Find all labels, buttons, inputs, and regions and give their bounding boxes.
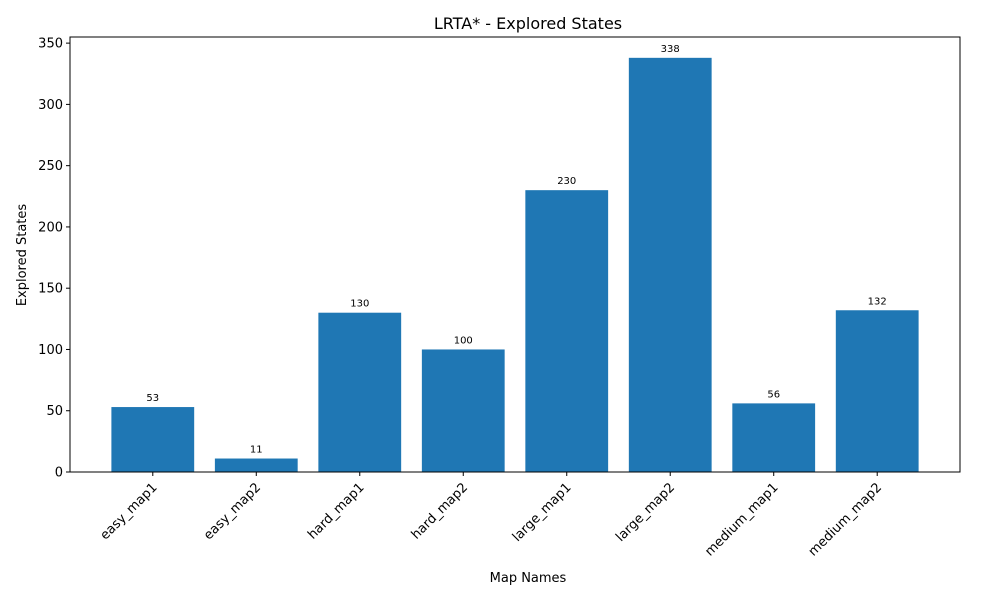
- bar-value-label: 56: [767, 389, 780, 400]
- chart-title: LRTA* - Explored States: [434, 14, 622, 33]
- bar-labels-layer: 53 11 130 100 230 338 56 132: [146, 44, 886, 456]
- bar-medium_map1: [732, 403, 816, 472]
- x-tick-label: medium_map1: [702, 480, 781, 559]
- x-tick-label: hard_map2: [409, 480, 471, 542]
- bar-large_map2: [628, 57, 712, 472]
- x-tick-label: medium_map2: [806, 480, 885, 559]
- plot-frame: [69, 36, 961, 473]
- y-tick-label: 50: [46, 404, 63, 419]
- x-tick-label: large_map2: [613, 480, 678, 545]
- bar-easy_map1: [111, 407, 195, 472]
- y-tick-label: 300: [38, 98, 63, 113]
- y-axis-label: Explored States: [15, 204, 30, 307]
- y-tick-label: 0: [55, 466, 63, 481]
- x-axis-label: Map Names: [490, 571, 567, 586]
- y-axis: 0 50 100 150 200 250 300 350: [38, 37, 70, 481]
- bar-hard_map2: [421, 349, 505, 472]
- bar-value-label: 130: [350, 299, 369, 310]
- bars-layer: [111, 57, 919, 473]
- bar-medium_map2: [835, 310, 919, 472]
- bar-value-label: 338: [661, 44, 680, 55]
- bar-value-label: 100: [454, 335, 473, 346]
- x-tick-label: easy_map1: [98, 480, 161, 543]
- x-tick-label: hard_map1: [305, 480, 367, 542]
- y-tick-label: 100: [38, 343, 63, 358]
- x-axis: easy_map1 easy_map2 hard_map1 hard_map2 larg…: [98, 472, 885, 559]
- bar-value-label: 53: [146, 393, 159, 404]
- bar-easy_map2: [214, 458, 298, 472]
- bar-value-label: 11: [250, 445, 263, 456]
- x-tick-label: easy_map2: [201, 480, 264, 543]
- y-tick-label: 250: [38, 159, 63, 174]
- y-tick-label: 200: [38, 220, 63, 235]
- bar-large_map1: [525, 190, 609, 473]
- y-tick-label: 350: [38, 37, 63, 52]
- bar-value-label: 132: [868, 296, 887, 307]
- bar-value-label: 230: [557, 176, 576, 187]
- y-tick-label: 150: [38, 282, 63, 297]
- x-tick-label: large_map1: [510, 480, 575, 545]
- bar-hard_map1: [318, 312, 402, 472]
